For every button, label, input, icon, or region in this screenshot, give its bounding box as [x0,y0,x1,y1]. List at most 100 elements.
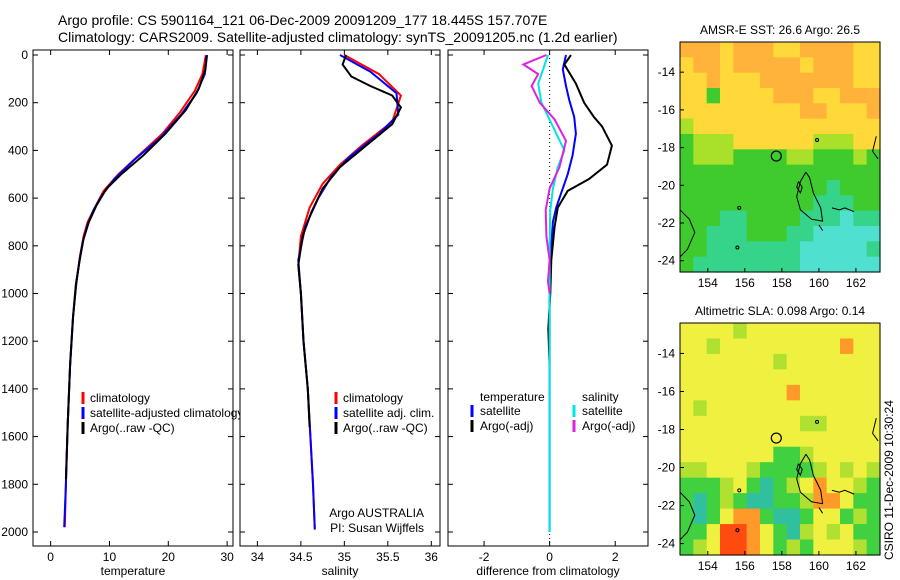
heat-cell [866,180,881,196]
island [735,528,740,533]
heat-cell [733,431,748,448]
heat-cell [786,164,801,181]
heat-cell [746,180,761,196]
heat-cell [866,164,881,181]
heat-cell [813,226,828,242]
heat-cell [853,42,868,58]
heat-cell [693,508,708,525]
series-line-3 [521,54,568,294]
heat-cell [840,134,854,150]
x-tick-label: 160 [809,559,829,573]
heat-cell [760,149,774,166]
heat-cell [746,539,761,556]
heat-cell [706,88,721,104]
heat-cell [786,256,801,273]
heat-cell [826,431,841,448]
heat-cell [693,57,708,74]
heat-cell [693,103,708,120]
legend-entry: Argo(-adj) [480,419,533,433]
legend-entry: Argo(-adj) [582,419,635,433]
heat-cell [840,42,854,58]
x-tick-label: 160 [809,276,829,290]
legend-title-temperature: temperature [480,390,545,404]
heat-cell [853,118,868,135]
heat-cell [760,384,774,401]
island [737,205,742,210]
heat-cell [720,134,734,150]
heat-cell [773,134,788,150]
heat-cell [773,400,788,417]
heat-cell [773,57,788,74]
heat-cell [786,369,801,386]
heat-cell [720,164,734,181]
heat-cell [706,195,721,212]
heat-cell [773,323,788,340]
heat-cell [693,524,708,541]
heat-cell [866,57,881,74]
heat-cell [773,524,788,541]
heat-cell [746,42,761,58]
x-tick-label: 35 [338,550,352,564]
heat-cell [760,57,774,74]
heat-cell [760,415,774,432]
heat-cell [800,477,814,494]
heat-cell [746,241,761,258]
heat-cell [853,400,868,417]
heat-cell [706,384,721,401]
heat-cell [680,88,694,104]
heat-cell [840,462,854,479]
y-tick-label: -24 [658,254,676,268]
heat-cell [800,210,814,227]
heat-cell [773,338,788,355]
heat-cell [826,539,841,556]
heat-cell [760,400,774,417]
heat-cell [720,103,734,120]
heat-cell [680,462,694,479]
heat-cell [746,493,761,510]
heat-cell [773,195,788,212]
heat-cell [853,431,868,448]
x-tick-label: 10 [103,550,117,564]
heat-cell [720,42,734,58]
heat-cell [840,323,854,340]
heat-cell [693,256,708,273]
island [815,138,820,143]
heat-cell [706,338,721,355]
heat-cell [853,323,868,340]
heat-cell [826,210,841,227]
heat-cell [866,72,881,89]
heat-cell [733,134,748,150]
heat-cell [760,462,774,479]
heat-cell [813,415,828,432]
heat-cell [746,508,761,525]
coastline [796,171,824,222]
heat-cell [693,400,708,417]
heat-cell [853,241,868,258]
heat-cell [826,134,841,150]
heat-cell [813,88,828,104]
heat-cell [866,134,881,150]
heat-cell [840,539,854,556]
heat-cell [866,477,881,494]
difference-frame [447,49,649,547]
heat-cell [693,210,708,227]
heat-cell [746,338,761,355]
heat-cell [786,323,801,340]
heat-cell [773,42,788,58]
heat-cell [800,72,814,89]
heat-cell [826,524,841,541]
heat-cell [760,524,774,541]
heat-cell [746,72,761,89]
x-tick-label: 158 [772,276,792,290]
heat-cell [760,241,774,258]
heat-cell [853,72,868,89]
heat-cell [826,477,841,494]
heat-cell [826,353,841,370]
heat-cell [813,149,828,166]
heat-cell [866,88,881,104]
heat-cell [773,118,788,135]
heat-cell [706,241,721,258]
heat-cell [773,493,788,510]
y-tick-label: 400 [8,143,28,157]
heat-cell [760,256,774,273]
